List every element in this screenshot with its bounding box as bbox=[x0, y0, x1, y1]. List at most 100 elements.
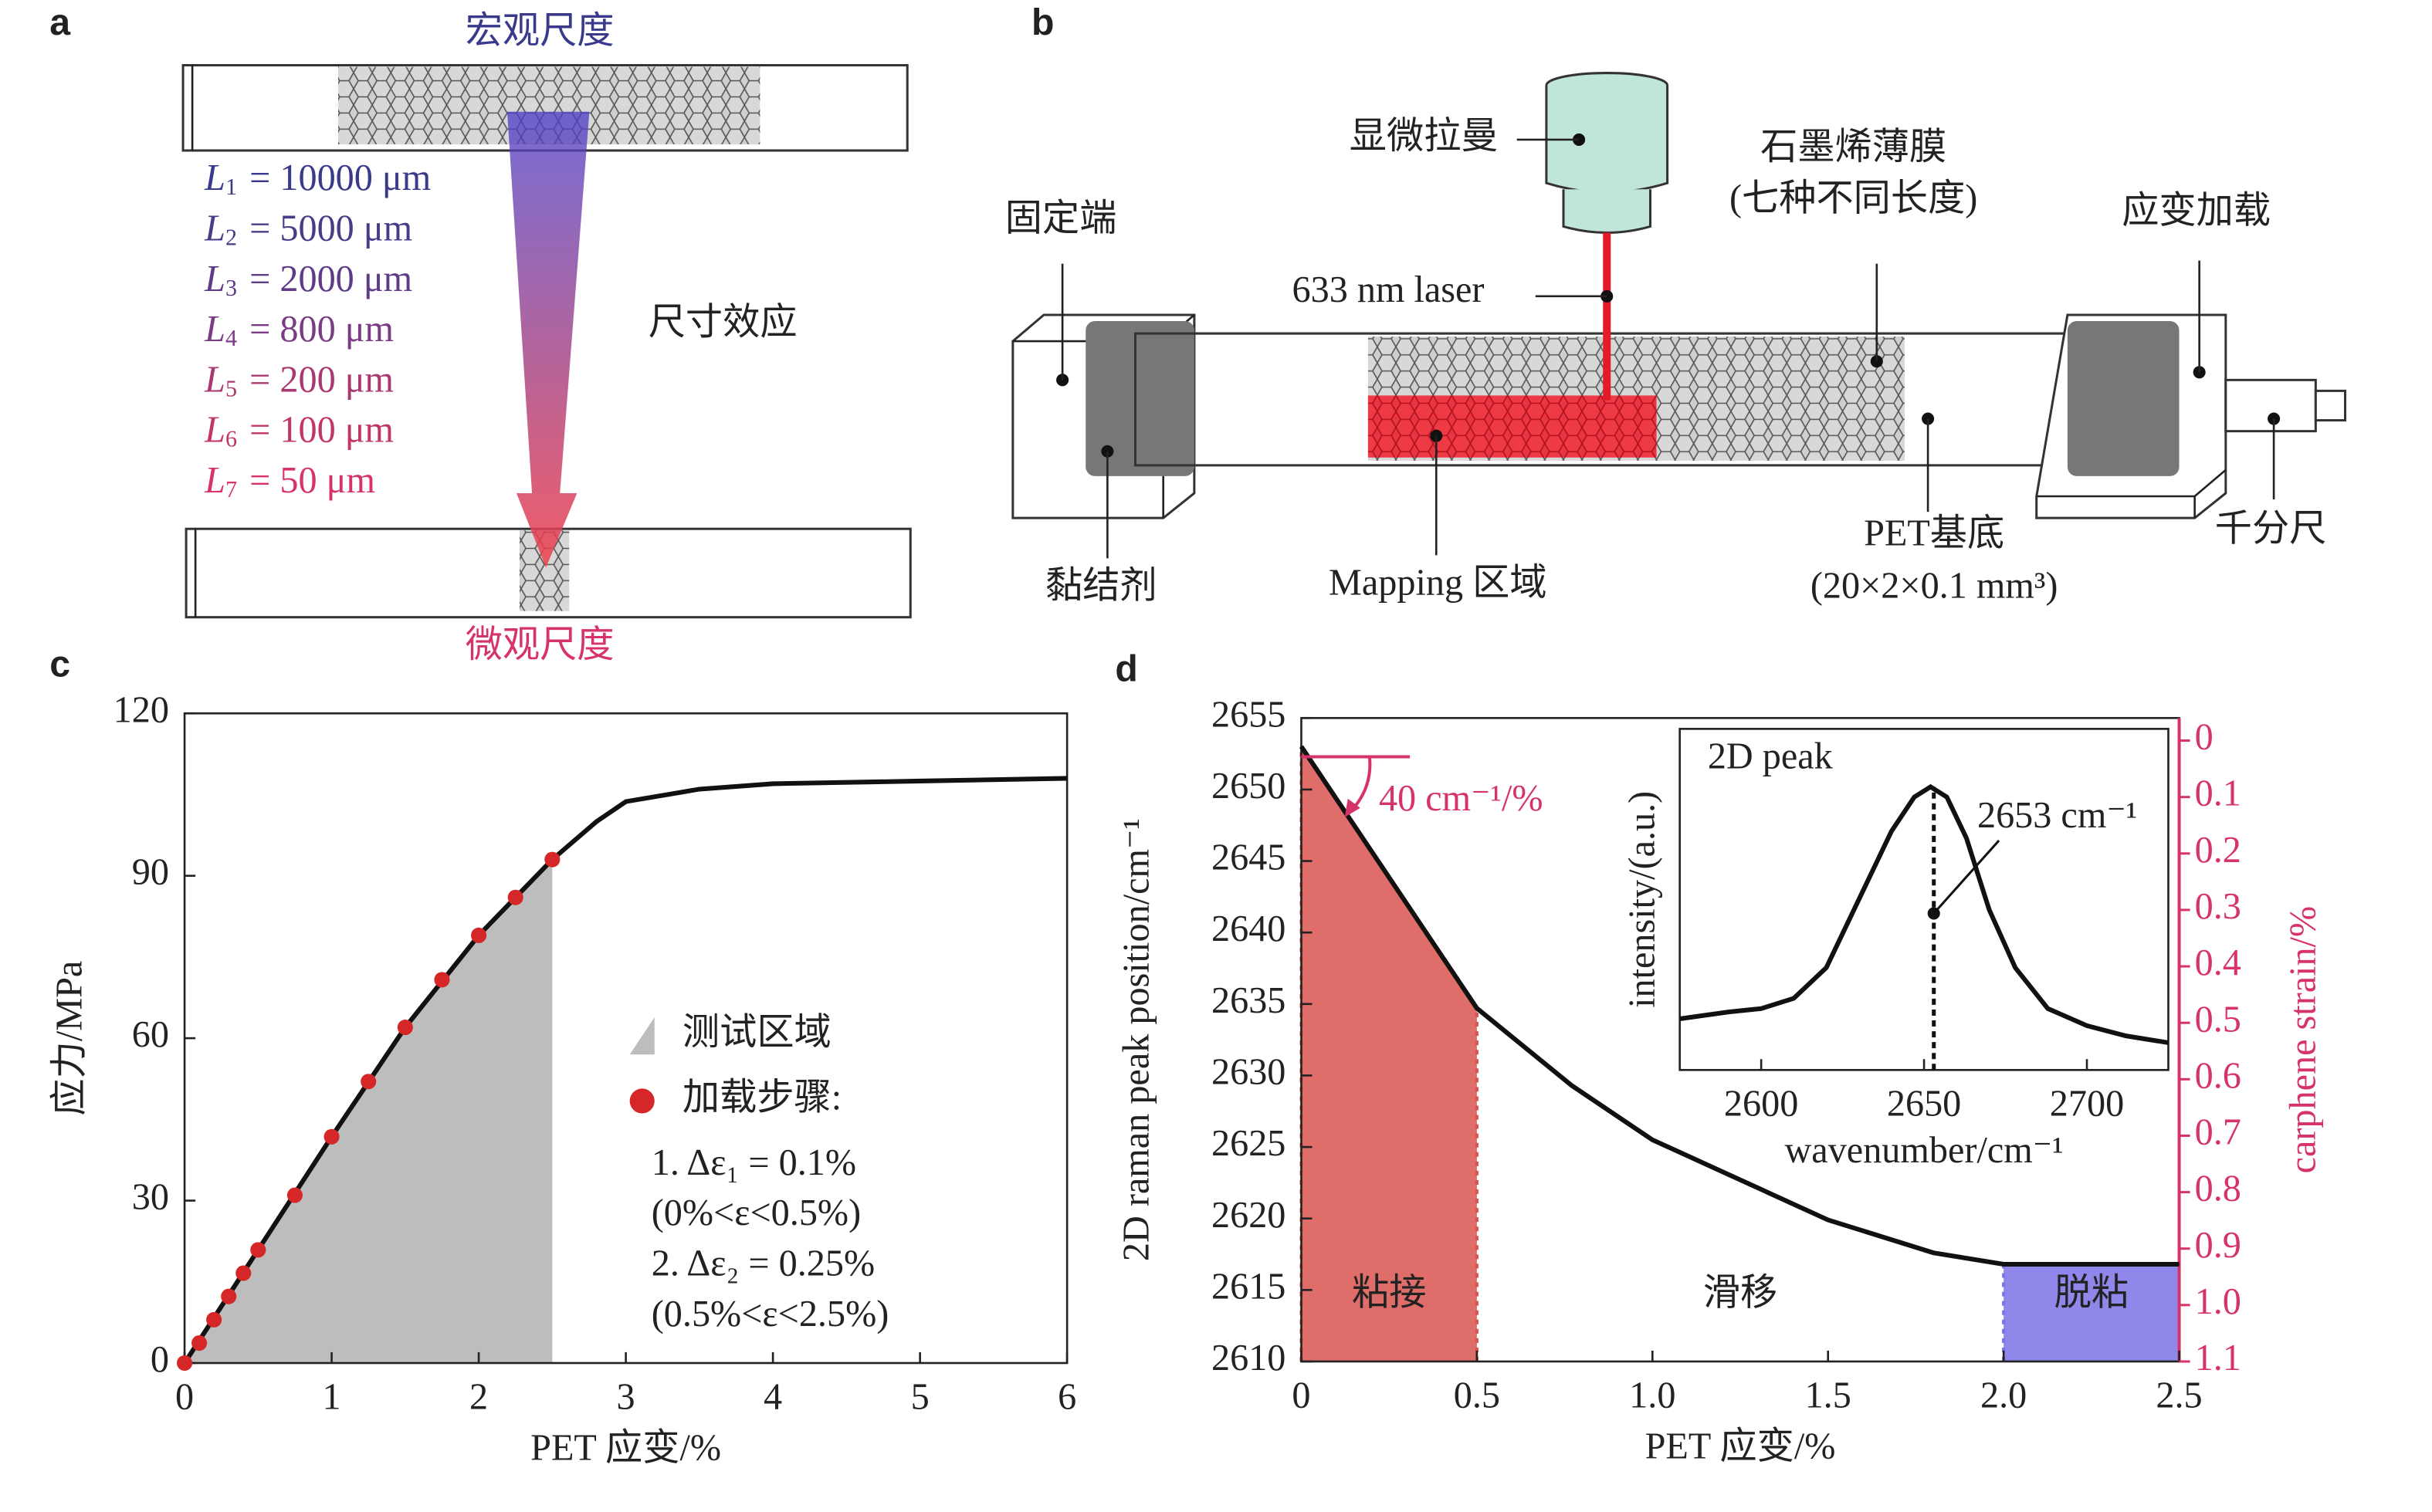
length-value: = 5000 μm bbox=[249, 208, 412, 249]
y-tick-label: 2630 bbox=[1211, 1052, 1285, 1093]
y-tick-label: 2615 bbox=[1211, 1266, 1285, 1307]
length-symbol: L bbox=[204, 208, 225, 249]
y-tick-label: 2650 bbox=[1211, 766, 1285, 807]
panel-label: c bbox=[49, 644, 70, 685]
macro-label: 宏观尺度 bbox=[466, 10, 615, 51]
region bbox=[185, 859, 553, 1363]
mapping-label: Mapping 区域 bbox=[1329, 563, 1547, 604]
x-tick-label: 4 bbox=[764, 1376, 782, 1417]
point bbox=[544, 851, 561, 868]
length-sub: 4 bbox=[225, 325, 237, 351]
y2-tick-label: 0.8 bbox=[2195, 1169, 2241, 1209]
length-label: L1 = 10000 μm bbox=[204, 157, 431, 200]
length-symbol: L bbox=[204, 259, 225, 299]
point bbox=[323, 1128, 340, 1145]
loading-label: 应变加载 bbox=[2122, 190, 2271, 231]
chart-title: 2D peak bbox=[1708, 736, 1834, 777]
laser-label: 633 nm laser bbox=[1292, 269, 1484, 310]
y2-tick-label: 0.6 bbox=[2195, 1055, 2241, 1096]
x-tick-label: 2650 bbox=[1887, 1084, 1961, 1125]
x-tick-label: 6 bbox=[1058, 1376, 1076, 1417]
length-sub: 6 bbox=[225, 426, 237, 452]
y2-tick-label: 0.2 bbox=[2195, 830, 2241, 871]
length-value: = 200 μm bbox=[249, 359, 394, 400]
legend-note: (0%<ε<0.5%) bbox=[652, 1192, 861, 1233]
x-tick-label: 2600 bbox=[1724, 1084, 1798, 1125]
length-value: = 2000 μm bbox=[249, 259, 412, 299]
y2-tick-label: 0.9 bbox=[2195, 1225, 2241, 1266]
legend-label: 测试区域 bbox=[683, 1012, 832, 1053]
length-label: L4 = 800 μm bbox=[204, 309, 394, 351]
legend-note: 2. Δε₂ = 0.25% bbox=[652, 1243, 875, 1284]
panel-label: a bbox=[49, 2, 71, 43]
adhesive-label: 黏结剂 bbox=[1045, 566, 1157, 607]
length-label: L2 = 5000 μm bbox=[204, 208, 412, 251]
y-tick-label: 2635 bbox=[1211, 980, 1285, 1021]
substrate-label: PET基底 bbox=[1864, 512, 2004, 553]
line bbox=[182, 776, 1068, 1365]
line bbox=[1299, 745, 2180, 1267]
length-symbol: L bbox=[204, 309, 225, 350]
legend-label: 加载步骤: bbox=[683, 1077, 842, 1118]
length-value: = 10000 μm bbox=[249, 157, 431, 198]
peak-leader bbox=[1932, 839, 2000, 915]
legend-note: 1. Δε₁ = 0.1% bbox=[652, 1142, 856, 1183]
point bbox=[286, 1187, 303, 1203]
region bbox=[2004, 1264, 2180, 1361]
peak-label: 2653 cm⁻¹ bbox=[1977, 795, 2137, 836]
y-tick-label: 120 bbox=[113, 689, 169, 730]
size-arrow bbox=[506, 111, 590, 568]
y2-tick-label: 0 bbox=[2195, 717, 2214, 758]
point bbox=[206, 1311, 222, 1328]
region-label: 粘接 bbox=[1352, 1273, 1426, 1314]
y-tick-label: 90 bbox=[132, 852, 169, 893]
effect-label: 尺寸效应 bbox=[649, 302, 798, 343]
x-axis-label: PET 应变/% bbox=[530, 1428, 721, 1469]
x-tick-label: 2.0 bbox=[1980, 1375, 2027, 1416]
objective-tip bbox=[1562, 189, 1652, 234]
length-label: L7 = 50 μm bbox=[204, 460, 375, 502]
x-tick-label: 0 bbox=[1292, 1375, 1310, 1416]
point bbox=[434, 972, 450, 988]
x-axis-label: PET 应变/% bbox=[1645, 1426, 1836, 1467]
line bbox=[1679, 783, 2169, 1045]
length-symbol: L bbox=[204, 410, 225, 451]
x-tick-label: 0.5 bbox=[1454, 1375, 1500, 1416]
point bbox=[361, 1074, 377, 1090]
length-label: L3 = 2000 μm bbox=[204, 259, 412, 301]
y2-tick-label: 0.5 bbox=[2195, 999, 2241, 1040]
length-symbol: L bbox=[204, 460, 225, 501]
length-sub: 3 bbox=[225, 275, 237, 301]
length-sub: 7 bbox=[225, 476, 237, 502]
region-label: 脱粘 bbox=[2054, 1273, 2129, 1314]
adhesive bbox=[2067, 320, 2180, 476]
y2-tick-label: 0.1 bbox=[2195, 773, 2241, 814]
y2-axis-label: carphene strain/% bbox=[2282, 906, 2323, 1174]
slope-arrow bbox=[1344, 798, 1360, 817]
slope-label: 40 cm⁻¹/% bbox=[1379, 778, 1543, 819]
leader-lines bbox=[1061, 138, 2275, 559]
y-tick-label: 2620 bbox=[1211, 1195, 1285, 1236]
panel-a: a 宏观尺度 尺寸效应 微观尺度 L1 = 10000 μm L2 = 5000 μm… bbox=[49, 2, 912, 665]
point bbox=[507, 889, 523, 905]
length-value: = 50 μm bbox=[249, 460, 375, 501]
point bbox=[221, 1288, 237, 1304]
y-tick-label: 2610 bbox=[1211, 1338, 1285, 1378]
fixed-label: 固定端 bbox=[1005, 198, 1117, 238]
mapping-area bbox=[1367, 395, 1657, 458]
length-value: = 800 μm bbox=[249, 309, 394, 350]
point bbox=[235, 1265, 252, 1281]
y-tick-label: 2655 bbox=[1211, 694, 1285, 735]
y-tick-label: 2625 bbox=[1211, 1123, 1285, 1164]
micro-label: 微观尺度 bbox=[466, 624, 615, 665]
y-axis-label: 2D raman peak position/cm⁻¹ bbox=[1116, 818, 1157, 1261]
length-symbol: L bbox=[204, 157, 225, 198]
substrate-size: (20×2×0.1 mm³) bbox=[1810, 566, 2058, 607]
y2-tick-label: 0.7 bbox=[2195, 1112, 2241, 1153]
length-symbol: L bbox=[204, 359, 225, 400]
micrometer-label: 千分尺 bbox=[2215, 508, 2327, 549]
y-tick-label: 0 bbox=[151, 1339, 169, 1380]
point bbox=[397, 1020, 413, 1036]
